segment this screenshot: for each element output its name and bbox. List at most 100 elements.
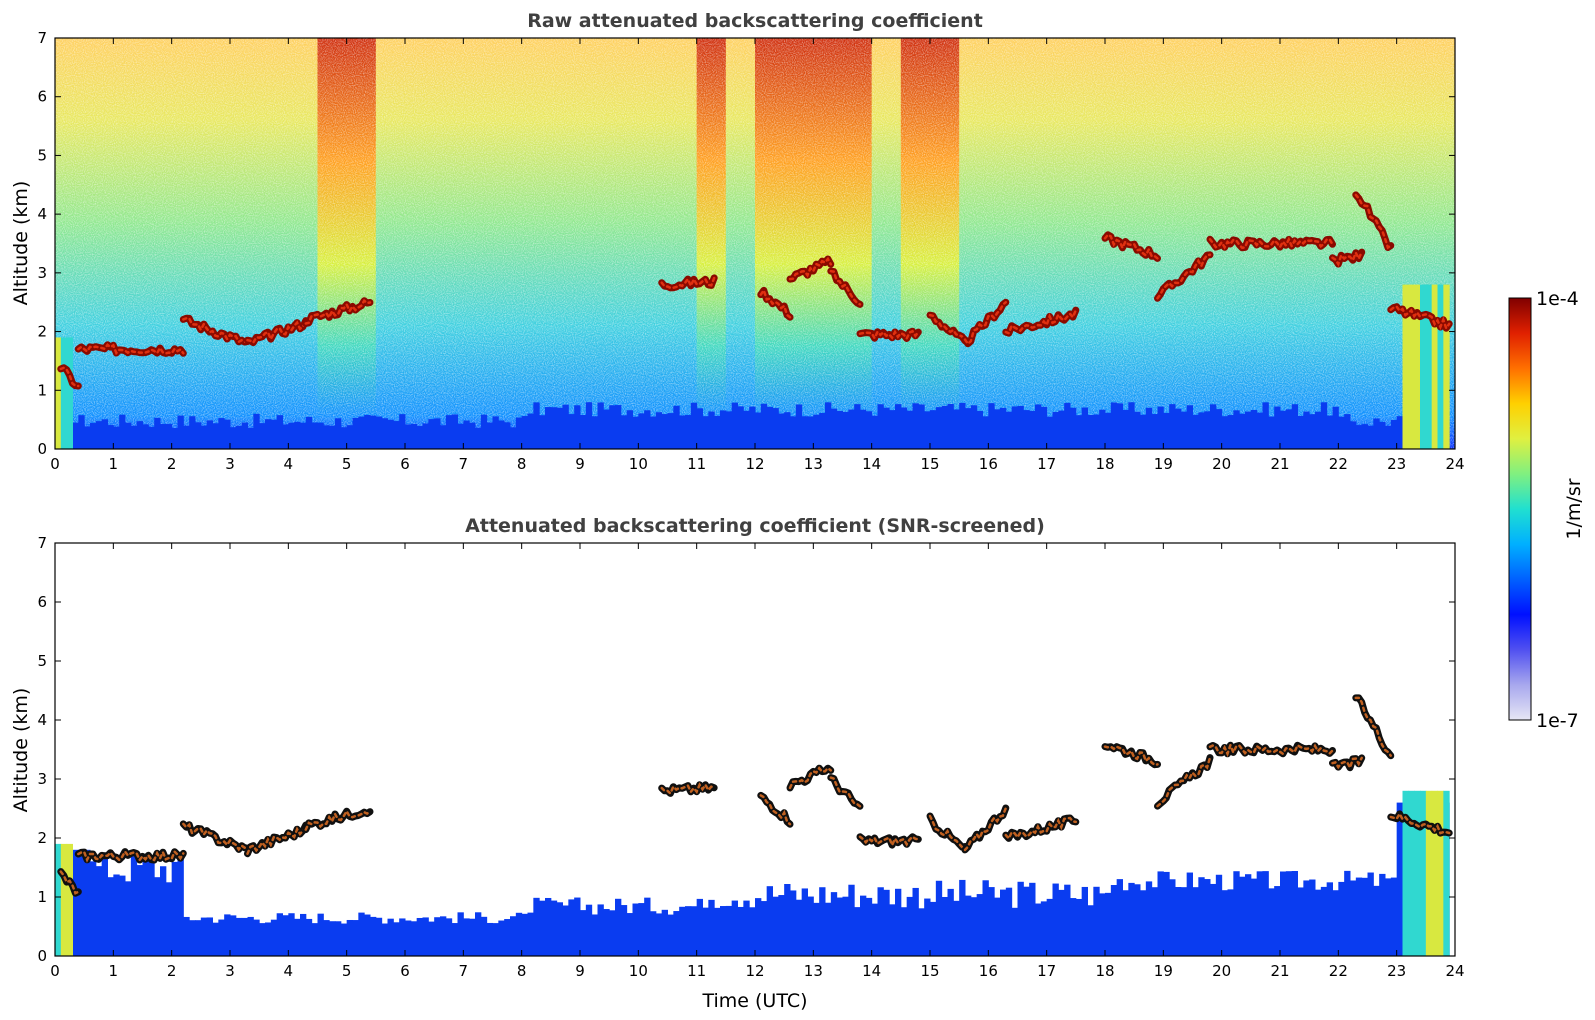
boundary-layer-column — [1064, 402, 1071, 449]
boundary-layer-column — [160, 424, 167, 449]
boundary-layer-column — [247, 427, 254, 449]
panel-screened-xlabel: Time (UTC) — [701, 990, 807, 1012]
boundary-layer-column — [533, 897, 540, 956]
boundary-layer-column — [1075, 898, 1083, 956]
boundary-layer-column — [1011, 406, 1018, 449]
x-tick-label: 20 — [1212, 962, 1231, 980]
boundary-layer-column — [755, 412, 762, 449]
boundary-layer-column — [475, 427, 482, 449]
boundary-layer-column — [1040, 406, 1048, 449]
cloud-layer-core — [660, 276, 716, 290]
boundary-layer-column — [877, 887, 884, 956]
boundary-layer-column — [1309, 879, 1316, 956]
boundary-layer-column — [1338, 416, 1345, 449]
boundary-layer-column — [749, 406, 756, 449]
boundary-layer-column — [848, 409, 855, 449]
boundary-layer-column — [1011, 907, 1018, 956]
y-tick-label: 1 — [37, 888, 47, 906]
boundary-layer-column — [200, 425, 208, 449]
x-tick-label: 21 — [1270, 455, 1289, 473]
boundary-layer-column — [661, 414, 668, 449]
boundary-layer-column — [410, 921, 418, 956]
boundary-layer-column — [714, 907, 721, 956]
boundary-layer-column — [760, 403, 768, 449]
boundary-layer-column — [206, 420, 213, 449]
boundary-layer-column — [1017, 881, 1024, 956]
boundary-layer-column — [515, 417, 523, 449]
boundary-layer-column — [562, 905, 569, 956]
boundary-layer-column — [445, 415, 453, 449]
x-tick-label: 19 — [1154, 455, 1173, 473]
boundary-layer-column — [1262, 402, 1269, 449]
boundary-layer-column — [393, 421, 400, 449]
boundary-layer-column — [416, 917, 423, 956]
boundary-layer-column — [1268, 416, 1275, 449]
boundary-layer-column — [305, 416, 313, 449]
y-tick-label: 4 — [37, 711, 47, 729]
boundary-layer-column — [772, 408, 779, 449]
cloud-layer-core — [1004, 308, 1078, 335]
boundary-layer-column — [130, 425, 138, 449]
boundary-layer-column — [970, 897, 978, 956]
boundary-layer-column — [200, 917, 208, 956]
screened-cloud-layers — [57, 694, 1453, 897]
cloud-layer-core — [928, 313, 967, 343]
boundary-layer-column — [1163, 871, 1170, 956]
boundary-layer-column — [405, 920, 412, 956]
boundary-layer-column — [1023, 410, 1030, 449]
boundary-layer-column — [492, 923, 499, 956]
colorbar: 1e-4 1e-7 1/m/sr — [1508, 288, 1585, 732]
boundary-layer-column — [352, 417, 359, 449]
boundary-layer-column — [1110, 885, 1118, 956]
boundary-layer-column — [154, 877, 161, 956]
boundary-layer-column — [364, 914, 371, 956]
boundary-layer-column — [533, 402, 540, 449]
cloud-layer — [961, 804, 1010, 854]
x-tick-label: 23 — [1387, 455, 1406, 473]
boundary-layer-column — [335, 921, 342, 956]
boundary-layer-column — [947, 888, 954, 956]
boundary-layer-column — [370, 916, 377, 956]
cloud-layer-core — [788, 766, 833, 790]
boundary-layer-column — [819, 412, 826, 449]
boundary-layer-column — [230, 427, 237, 449]
boundary-layer-column — [1029, 882, 1036, 956]
boundary-layer-column — [1350, 880, 1357, 956]
boundary-layer-column — [982, 416, 989, 449]
boundary-layer-column — [883, 407, 890, 449]
boundary-layer-column — [545, 897, 552, 956]
boundary-layer-column — [988, 403, 995, 449]
boundary-layer-column — [177, 852, 184, 956]
boundary-layer-column — [1087, 414, 1094, 449]
boundary-layer-column — [830, 892, 838, 956]
edge-aerosol-column — [1431, 284, 1438, 449]
x-tick-label: 18 — [1095, 962, 1114, 980]
boundary-layer-column — [1198, 877, 1205, 956]
boundary-layer-column — [317, 422, 324, 449]
boundary-layer-column — [393, 922, 400, 956]
boundary-layer-column — [994, 897, 1001, 956]
boundary-layer-column — [807, 896, 814, 956]
boundary-layer-column — [743, 410, 750, 449]
boundary-layer-column — [1280, 410, 1287, 449]
boundary-layer-column — [644, 897, 651, 956]
boundary-layer-column — [1221, 890, 1228, 956]
boundary-layer-column — [1385, 425, 1392, 449]
cloud-layer-core — [858, 835, 920, 849]
boundary-layer-column — [842, 411, 849, 449]
boundary-layer-column — [1192, 887, 1199, 956]
cloud-layer-core — [759, 794, 792, 826]
boundary-layer-column — [189, 920, 196, 956]
boundary-layer-column — [294, 421, 301, 449]
edge-aerosol-column — [1402, 284, 1409, 449]
boundary-layer-column — [504, 422, 511, 449]
boundary-layer-column — [1320, 886, 1328, 956]
boundary-layer-column — [924, 898, 931, 956]
boundary-layer-column — [568, 414, 575, 449]
boundary-layer-column — [1134, 411, 1141, 449]
x-tick-label: 21 — [1270, 962, 1289, 980]
x-tick-label: 5 — [342, 962, 352, 980]
boundary-layer-column — [1274, 886, 1281, 956]
boundary-layer-column — [457, 912, 464, 956]
cloud-layer-core — [759, 287, 792, 319]
